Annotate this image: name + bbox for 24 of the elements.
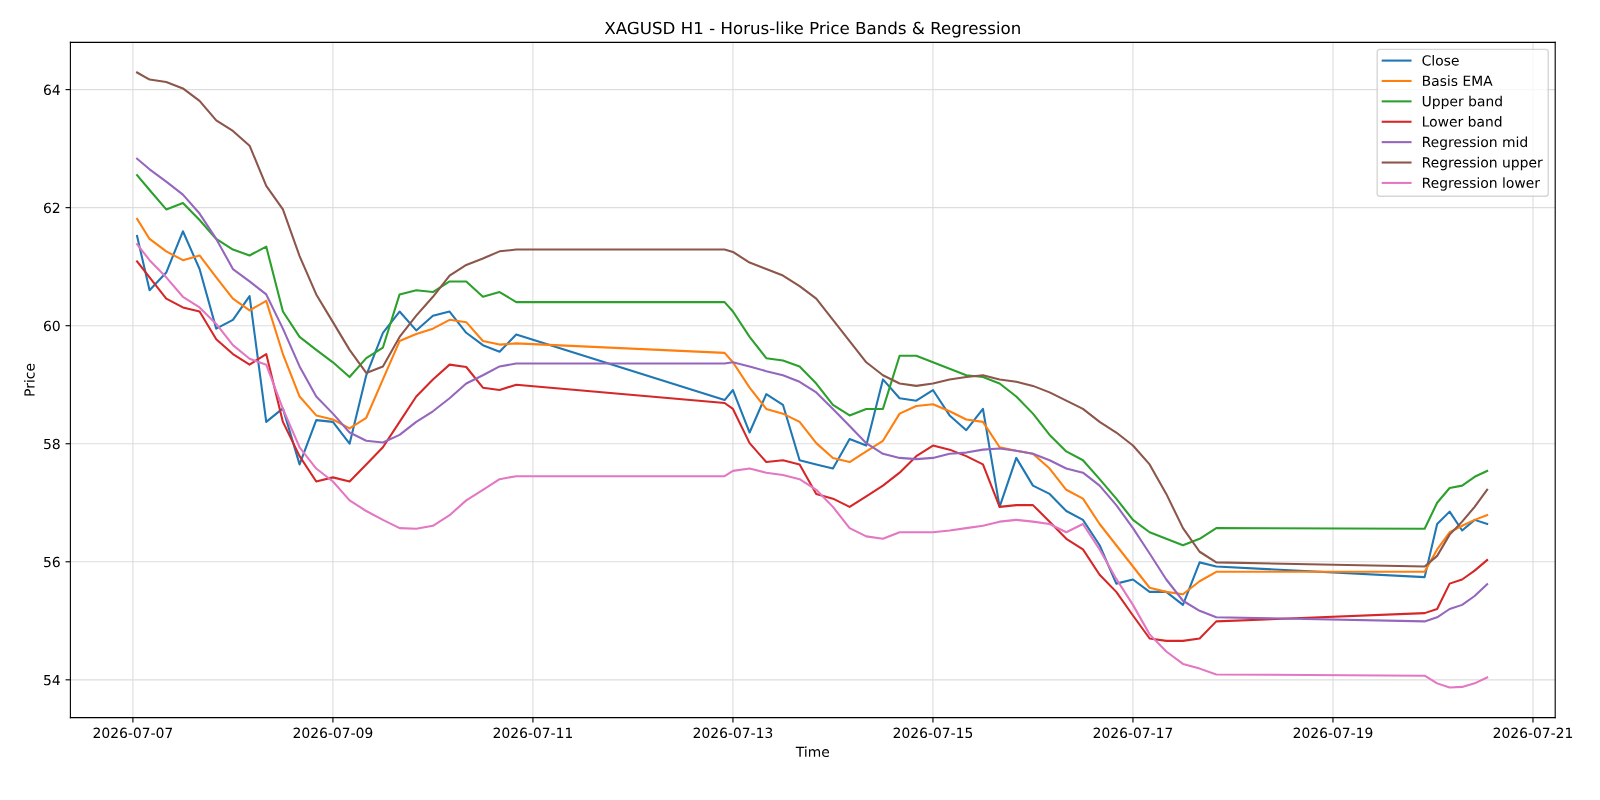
legend-label: Regression upper [1423,156,1543,171]
x-tick-label: 2026-07-15 [893,727,973,739]
x-tick-label: 2026-07-13 [693,727,773,739]
y-tick-label: 62 [43,202,60,214]
legend-label: Upper band [1422,95,1502,110]
legend-label: Regression mid [1423,136,1527,150]
y-tick-label: 56 [44,556,60,568]
x-axis-title: Time [795,746,830,758]
legend-label: Close [1422,54,1459,66]
y-tick-label: 58 [44,438,60,450]
legend-label: Lower band [1423,116,1502,127]
y-axis-title: Price [24,363,35,396]
x-tick-label: 2026-07-11 [493,727,572,739]
y-tick-label: 60 [43,320,60,332]
chart-title: XAGUSD H1 - Horus-like Price Bands & Regression [604,21,1020,38]
x-tick-label: 2026-07-21 [1493,727,1573,739]
x-tick-label: 2026-07-19 [1293,727,1373,739]
x-tick-label: 2026-07-07 [93,727,173,739]
y-tick-label: 64 [43,84,60,96]
legend-label: Basis EMA [1423,75,1493,87]
y-tick-label: 54 [44,674,60,686]
x-tick-label: 2026-07-09 [293,727,373,739]
x-tick-label: 2026-07-17 [1093,727,1173,739]
legend-label: Regression lower [1423,177,1540,191]
